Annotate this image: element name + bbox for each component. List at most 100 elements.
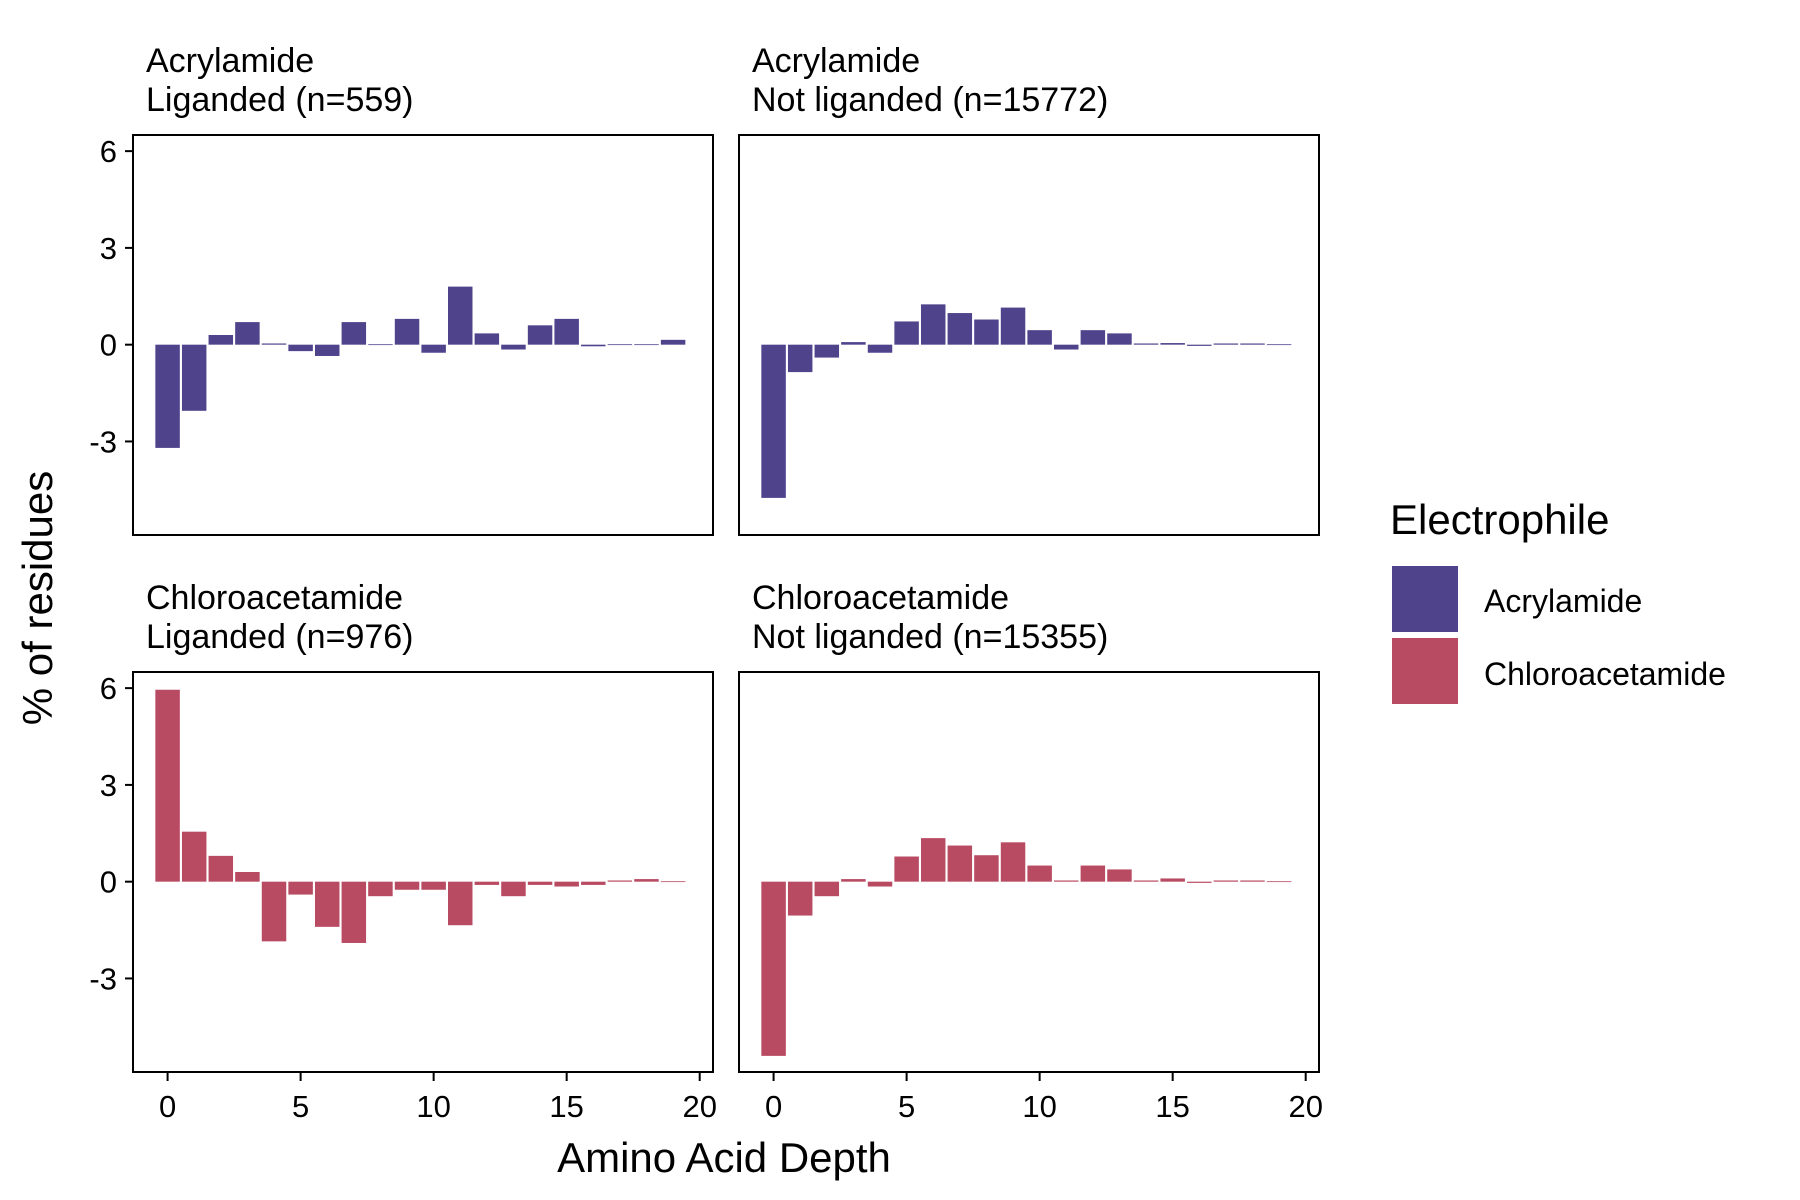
bar bbox=[554, 881, 579, 887]
bar bbox=[867, 344, 893, 353]
bar bbox=[288, 344, 313, 352]
bar bbox=[1213, 880, 1239, 882]
bar bbox=[660, 881, 686, 883]
bar bbox=[421, 881, 446, 890]
bar bbox=[1266, 881, 1292, 883]
x-tick-label: 5 bbox=[898, 1089, 915, 1124]
bar bbox=[920, 304, 946, 345]
x-axis-title: Amino Acid Depth bbox=[557, 1134, 891, 1181]
bar bbox=[841, 342, 866, 345]
bar bbox=[894, 321, 919, 345]
bar bbox=[448, 286, 473, 345]
bar bbox=[1080, 865, 1106, 882]
bar bbox=[527, 881, 553, 885]
bar bbox=[1054, 880, 1079, 882]
bar bbox=[341, 881, 367, 943]
legend-label-chloroacetamide: Chloroacetamide bbox=[1484, 656, 1726, 692]
bar bbox=[368, 881, 393, 897]
x-tick-label: 20 bbox=[682, 1089, 716, 1124]
panel-frame bbox=[738, 134, 1320, 536]
legend-title: Electrophile bbox=[1390, 496, 1609, 543]
bar bbox=[155, 689, 180, 882]
y-tick-label: 6 bbox=[100, 671, 117, 706]
bar bbox=[181, 344, 207, 411]
bar bbox=[814, 881, 840, 897]
x-tick-label: 15 bbox=[549, 1089, 583, 1124]
bar bbox=[634, 344, 659, 346]
bar bbox=[814, 344, 840, 358]
bar bbox=[448, 881, 473, 926]
bar bbox=[787, 881, 813, 916]
bar bbox=[947, 845, 973, 882]
bar bbox=[947, 313, 973, 345]
panel-frame bbox=[738, 671, 1320, 1073]
y-tick-label: 6 bbox=[100, 134, 117, 169]
bar bbox=[1160, 878, 1185, 882]
bar bbox=[474, 333, 500, 345]
bar bbox=[421, 344, 446, 353]
bar bbox=[368, 344, 393, 346]
bar bbox=[1240, 343, 1265, 345]
bar bbox=[314, 344, 340, 356]
bar bbox=[1133, 880, 1159, 882]
panel-title-line1: Chloroacetamide bbox=[752, 579, 1009, 617]
panel-title-line2: Not liganded (n=15355) bbox=[752, 618, 1108, 656]
panel-title-line1: Acrylamide bbox=[146, 42, 314, 80]
bar bbox=[341, 322, 367, 345]
bar bbox=[1266, 344, 1292, 346]
bar bbox=[1000, 307, 1026, 345]
bar bbox=[894, 856, 919, 882]
panel-title-line1: Chloroacetamide bbox=[146, 579, 403, 617]
bar bbox=[1187, 881, 1212, 883]
bar bbox=[787, 344, 813, 373]
bar bbox=[527, 325, 553, 345]
bar bbox=[607, 344, 633, 346]
bar bbox=[634, 879, 659, 882]
bar bbox=[235, 872, 260, 882]
bar bbox=[1160, 343, 1185, 345]
bar bbox=[314, 881, 340, 927]
bar bbox=[841, 879, 866, 882]
panel-title-line1: Acrylamide bbox=[752, 42, 920, 80]
x-tick-label: 20 bbox=[1288, 1089, 1322, 1124]
bar bbox=[554, 318, 579, 345]
x-tick-label: 0 bbox=[159, 1089, 176, 1124]
bar bbox=[761, 881, 786, 1056]
bar bbox=[1080, 330, 1106, 345]
bar bbox=[261, 343, 287, 345]
bar bbox=[501, 881, 526, 897]
y-tick-label: -3 bbox=[89, 961, 117, 996]
bar bbox=[974, 319, 999, 345]
bar bbox=[920, 838, 946, 882]
bar bbox=[501, 344, 526, 350]
bar bbox=[261, 881, 287, 942]
bar bbox=[660, 339, 686, 345]
panel-title-line2: Liganded (n=976) bbox=[146, 618, 414, 656]
bar bbox=[1107, 333, 1132, 345]
x-tick-label: 5 bbox=[292, 1089, 309, 1124]
bar bbox=[1213, 343, 1239, 345]
bar bbox=[181, 831, 207, 882]
bar bbox=[208, 335, 234, 345]
bar bbox=[208, 855, 234, 882]
panel-frame bbox=[132, 671, 714, 1073]
bar bbox=[607, 880, 633, 882]
bar bbox=[394, 318, 420, 345]
legend-label-acrylamide: Acrylamide bbox=[1484, 583, 1642, 619]
bar bbox=[581, 881, 606, 885]
legend-swatch-acrylamide bbox=[1392, 566, 1458, 632]
legend-swatch-chloroacetamide bbox=[1392, 638, 1458, 704]
bar bbox=[155, 344, 180, 448]
bar bbox=[867, 881, 893, 887]
bar bbox=[1027, 865, 1052, 882]
panel-frame bbox=[132, 134, 714, 536]
bar bbox=[1054, 344, 1079, 350]
bar bbox=[1027, 330, 1052, 345]
bar bbox=[1107, 869, 1132, 882]
